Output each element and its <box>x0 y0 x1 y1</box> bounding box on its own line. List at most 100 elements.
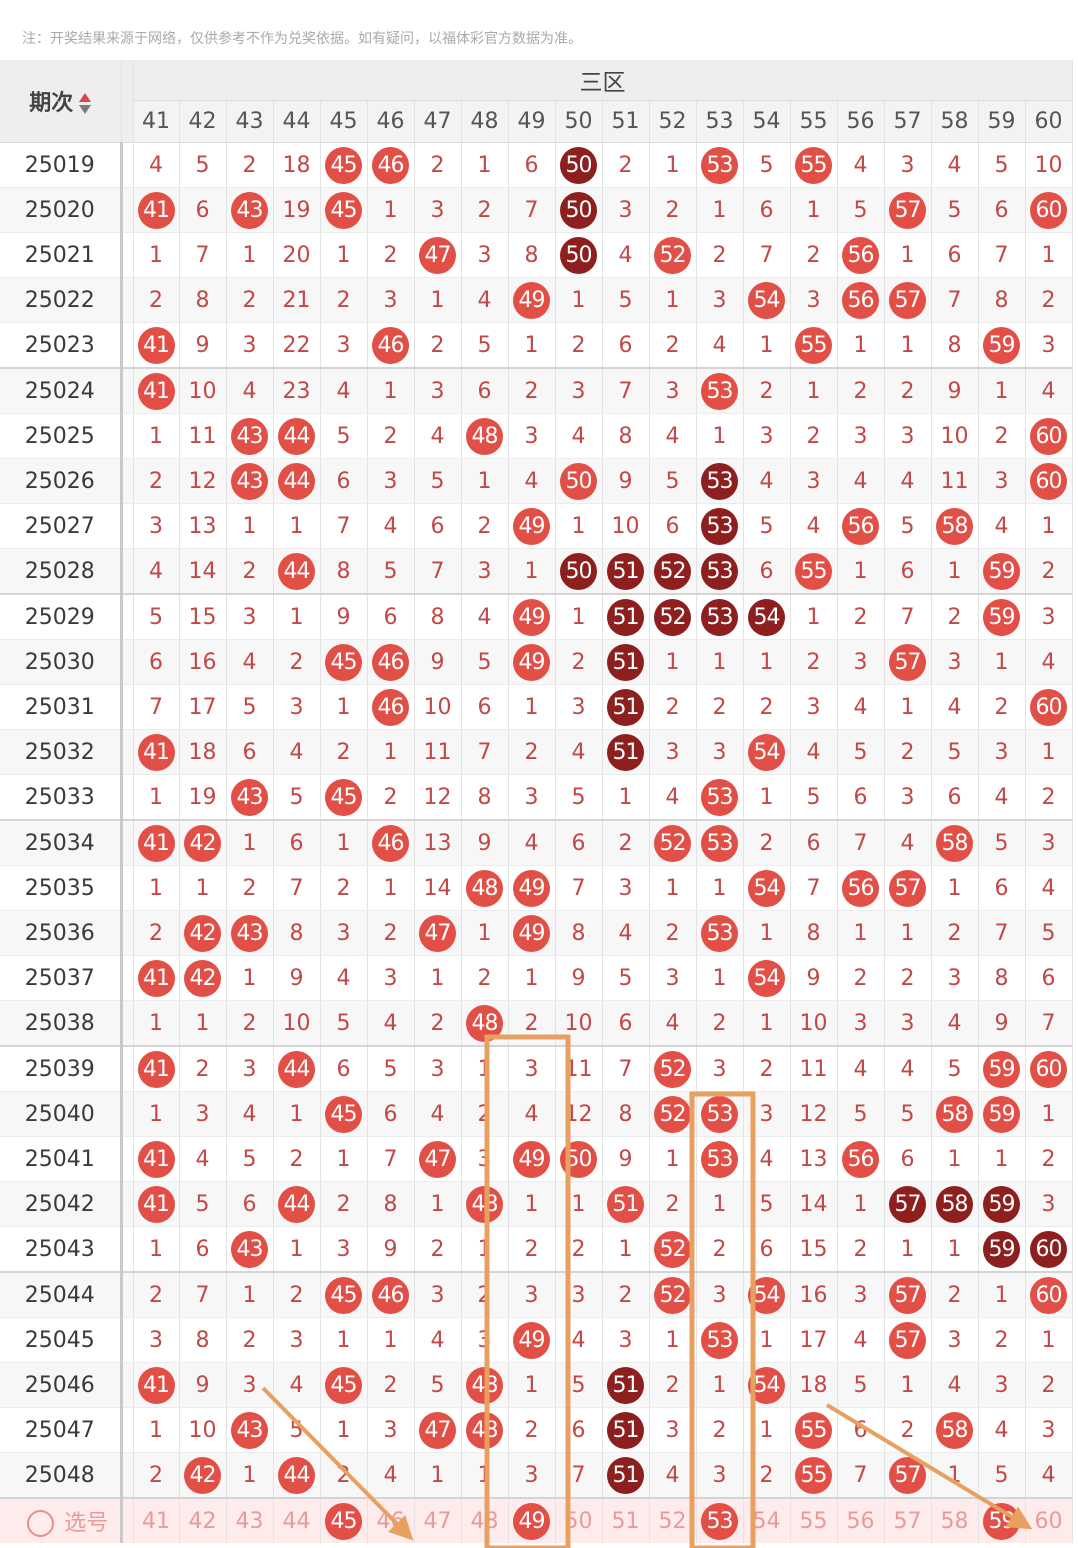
miss-count: 2 <box>320 729 368 775</box>
miss-count: 1 <box>555 503 603 549</box>
miss-count: 1 <box>133 1407 180 1453</box>
pick-number[interactable]: 41 <box>133 1498 180 1543</box>
miss-count: 1 <box>461 1226 509 1273</box>
miss-count: 5 <box>931 187 979 233</box>
pick-number[interactable]: 57 <box>884 1498 932 1543</box>
miss-count: 2 <box>273 1136 321 1182</box>
miss-count: 1 <box>226 232 274 278</box>
hit-ball: 57 <box>889 643 926 681</box>
miss-count: 1 <box>461 1046 509 1092</box>
table-row: 25046 41 9 3 4 45 2 5 48 1 5 51 2 1 54 18 5 1 4 3 2 <box>0 1362 1073 1408</box>
hit-ball: 60 <box>1030 417 1067 455</box>
hit-ball: 55 <box>795 1456 832 1494</box>
pick-number[interactable]: 42 <box>179 1498 227 1543</box>
miss-count: 6 <box>414 503 462 549</box>
miss-count: 11 <box>555 1046 603 1092</box>
period-number: 25040 <box>0 1091 122 1137</box>
miss-count: 11 <box>414 729 462 775</box>
pick-number-selected[interactable]: 53 <box>696 1498 744 1543</box>
period-column-header[interactable]: 期次 <box>0 60 122 143</box>
miss-count: 3 <box>508 1272 556 1318</box>
hit-cell: 53 <box>696 1136 744 1182</box>
miss-count: 5 <box>179 142 227 188</box>
hit-ball: 59 <box>983 552 1020 590</box>
miss-count: 3 <box>273 684 321 730</box>
radio-circle-icon[interactable] <box>27 1510 55 1538</box>
hit-ball: 46 <box>372 326 409 364</box>
hit-cell: 51 <box>602 1407 650 1453</box>
miss-count: 6 <box>320 1046 368 1092</box>
miss-count: 1 <box>743 1317 791 1363</box>
hit-cell: 43 <box>226 458 274 504</box>
column-divider <box>119 910 134 956</box>
pick-number-selected[interactable]: 45 <box>320 1498 368 1543</box>
hit-cell: 52 <box>649 548 697 595</box>
sort-up-down-icon[interactable] <box>79 92 92 116</box>
miss-count: 1 <box>884 1226 932 1273</box>
hit-cell: 44 <box>273 1452 321 1499</box>
miss-count: 4 <box>931 142 979 188</box>
hit-cell: 41 <box>133 955 180 1001</box>
pick-number[interactable]: 52 <box>649 1498 697 1543</box>
miss-count: 1 <box>273 1226 321 1273</box>
miss-count: 6 <box>226 1181 274 1227</box>
hit-cell: 47 <box>414 1136 462 1182</box>
pick-number-selected[interactable]: 49 <box>508 1498 556 1543</box>
number-column-header: 42 <box>179 100 227 143</box>
miss-count: 5 <box>414 1362 462 1408</box>
hit-ball: 56 <box>842 507 879 545</box>
pick-number[interactable]: 54 <box>743 1498 791 1543</box>
selected-ball[interactable]: 59 <box>983 1502 1020 1540</box>
hit-ball: 55 <box>795 552 832 590</box>
pick-number[interactable]: 55 <box>790 1498 838 1543</box>
miss-count: 3 <box>226 1362 274 1408</box>
selected-ball[interactable]: 45 <box>325 1502 362 1540</box>
hit-ball: 54 <box>748 281 785 319</box>
hit-cell: 54 <box>743 955 791 1001</box>
miss-count: 2 <box>837 955 885 1001</box>
pick-label: 选号 <box>64 1510 109 1536</box>
hit-ball: 53 <box>701 1140 738 1178</box>
miss-count: 1 <box>508 322 556 369</box>
miss-count: 9 <box>555 955 603 1001</box>
miss-count: 7 <box>837 1452 885 1499</box>
trend-rows: 25019 4 5 2 18 45 46 2 1 6 50 2 1 53 5 55 4 3 4 5 10 25020 41 6… <box>0 142 1073 1543</box>
miss-count: 6 <box>461 368 509 414</box>
miss-count: 4 <box>837 1046 885 1092</box>
number-column-header: 59 <box>978 100 1026 143</box>
miss-count: 4 <box>884 458 932 504</box>
pick-number[interactable]: 46 <box>367 1498 415 1543</box>
miss-count: 1 <box>320 1407 368 1453</box>
table-row: 25023 41 9 3 22 3 46 2 5 1 2 6 2 4 1 55 1 1 8 59 3 <box>0 322 1073 369</box>
miss-count: 2 <box>649 322 697 369</box>
pick-number[interactable]: 48 <box>461 1498 509 1543</box>
miss-count: 5 <box>226 1136 274 1182</box>
hit-ball: 41 <box>137 326 175 364</box>
hit-ball: 59 <box>983 598 1020 636</box>
miss-count: 2 <box>367 774 415 821</box>
selected-ball[interactable]: 53 <box>701 1502 738 1540</box>
hit-ball: 45 <box>325 643 362 681</box>
pick-select-toggle[interactable]: 选号 <box>0 1498 122 1543</box>
hit-cell: 56 <box>837 232 885 278</box>
pick-number[interactable]: 60 <box>1025 1498 1073 1543</box>
pick-number[interactable]: 47 <box>414 1498 462 1543</box>
miss-count: 3 <box>414 187 462 233</box>
table-row: 25035 1 1 2 7 2 1 14 48 49 7 3 1 1 54 7 56 57 1 6 4 <box>0 865 1073 911</box>
miss-count: 3 <box>978 458 1026 504</box>
miss-count: 9 <box>414 639 462 685</box>
miss-count: 2 <box>790 413 838 459</box>
column-divider <box>119 1091 134 1137</box>
pick-number[interactable]: 50 <box>555 1498 603 1543</box>
miss-count: 10 <box>179 1407 227 1453</box>
hit-cell: 52 <box>649 820 697 866</box>
pick-number[interactable]: 43 <box>226 1498 274 1543</box>
pick-number-selected[interactable]: 59 <box>978 1498 1026 1543</box>
pick-number[interactable]: 58 <box>931 1498 979 1543</box>
pick-number[interactable]: 44 <box>273 1498 321 1543</box>
miss-count: 1 <box>461 458 509 504</box>
miss-count: 20 <box>273 232 321 278</box>
selected-ball[interactable]: 49 <box>513 1502 550 1540</box>
pick-number[interactable]: 56 <box>837 1498 885 1543</box>
pick-number[interactable]: 51 <box>602 1498 650 1543</box>
